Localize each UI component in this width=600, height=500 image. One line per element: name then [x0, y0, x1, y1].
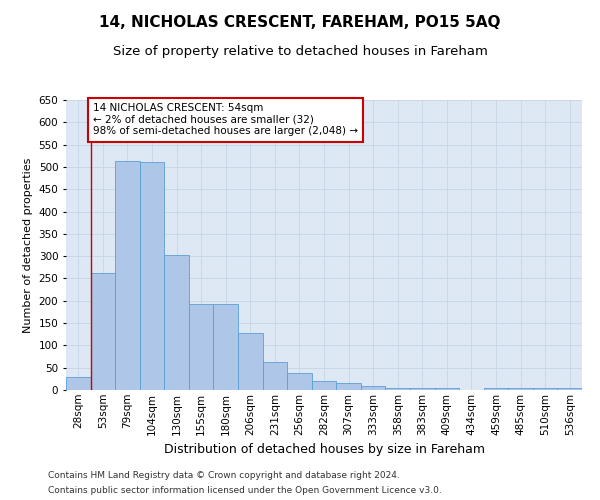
Bar	[410, 388, 434, 390]
Text: 14, NICHOLAS CRESCENT, FAREHAM, PO15 5AQ: 14, NICHOLAS CRESCENT, FAREHAM, PO15 5AQ	[99, 15, 501, 30]
Bar	[238, 333, 263, 390]
Bar	[115, 161, 140, 390]
Text: Contains HM Land Registry data © Crown copyright and database right 2024.: Contains HM Land Registry data © Crown c…	[48, 471, 400, 480]
Bar	[557, 388, 582, 390]
Bar	[484, 388, 508, 390]
Bar	[263, 362, 287, 390]
Bar	[434, 388, 459, 390]
Bar	[312, 380, 336, 390]
Bar	[287, 373, 312, 390]
Bar	[189, 304, 214, 390]
X-axis label: Distribution of detached houses by size in Fareham: Distribution of detached houses by size …	[163, 443, 485, 456]
Bar	[361, 386, 385, 390]
Bar	[214, 304, 238, 390]
Bar	[385, 388, 410, 390]
Bar	[91, 272, 115, 390]
Bar	[164, 256, 189, 390]
Bar	[533, 388, 557, 390]
Text: Size of property relative to detached houses in Fareham: Size of property relative to detached ho…	[113, 45, 487, 58]
Bar	[140, 162, 164, 390]
Text: 14 NICHOLAS CRESCENT: 54sqm
← 2% of detached houses are smaller (32)
98% of semi: 14 NICHOLAS CRESCENT: 54sqm ← 2% of deta…	[93, 103, 358, 136]
Bar	[336, 384, 361, 390]
Y-axis label: Number of detached properties: Number of detached properties	[23, 158, 33, 332]
Bar	[508, 388, 533, 390]
Bar	[66, 376, 91, 390]
Text: Contains public sector information licensed under the Open Government Licence v3: Contains public sector information licen…	[48, 486, 442, 495]
